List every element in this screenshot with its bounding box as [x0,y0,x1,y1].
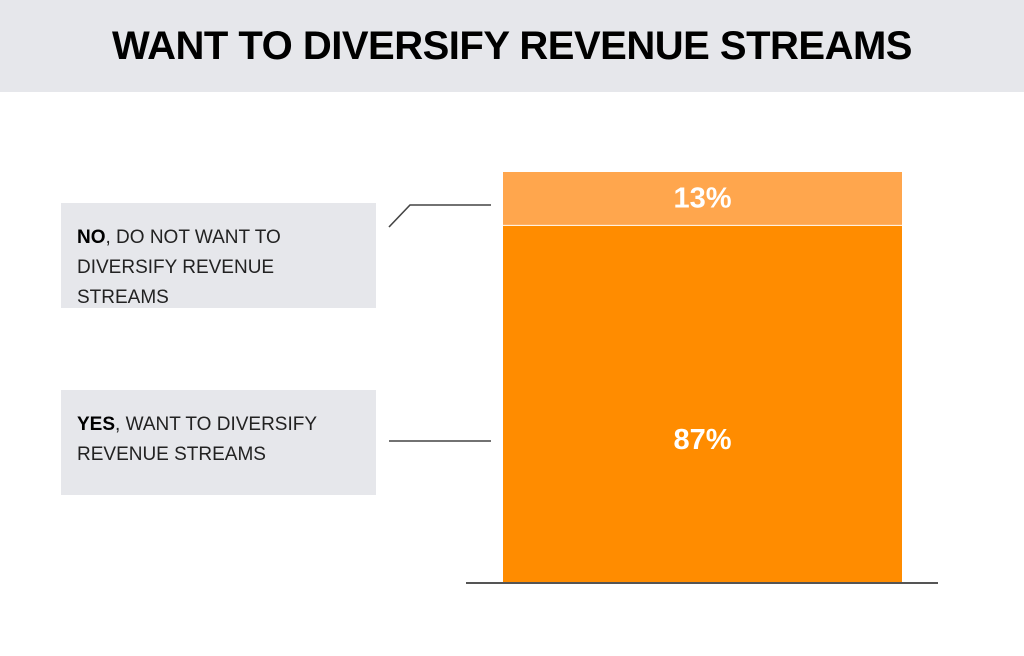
bar-segment-yes [503,225,902,583]
connector-line-no [388,204,491,228]
legend-box-no: NO, DO NOT WANT TO DIVERSIFY REVENUE STR… [61,203,376,308]
bar-segment-no [503,172,902,226]
title-bar: WANT TO DIVERSIFY REVENUE STREAMS [0,0,1024,92]
chart-title: WANT TO DIVERSIFY REVENUE STREAMS [112,23,912,68]
legend-no-text: , DO NOT WANT TO DIVERSIFY REVENUE STREA… [77,227,281,308]
legend-no-bold: NO [77,227,106,248]
legend-yes-text: , WANT TO DIVERSIFY REVENUE STREAMS [77,414,317,465]
data-label-no: 13% [673,183,731,215]
data-label-yes: 87% [673,424,731,456]
legend-yes-bold: YES [77,414,116,435]
legend-box-yes: YES, WANT TO DIVERSIFY REVENUE STREAMS [61,390,376,495]
